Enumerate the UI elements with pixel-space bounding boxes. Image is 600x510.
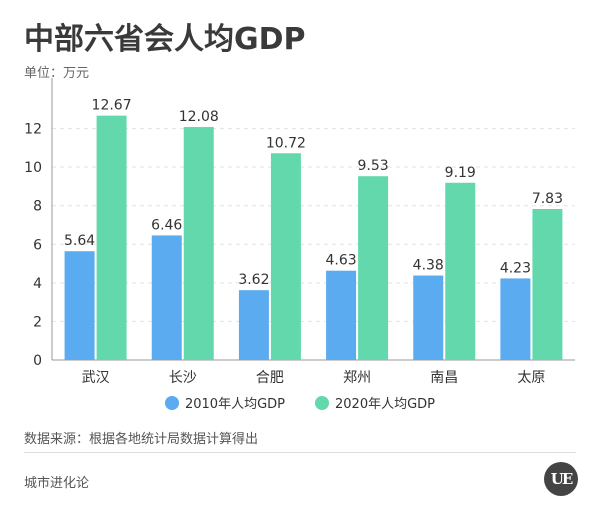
x-tick-label: 太原 [517, 370, 545, 386]
bar-value-label: 12.08 [179, 109, 219, 125]
bar-2010 [326, 270, 357, 360]
bar-value-label: 3.62 [238, 272, 269, 288]
bar-chart: 0 2 4 6 8 10 12 5.64 12.67 武汉 6.46 12.08 长沙 3.62 10.72… [24, 78, 575, 386]
bar-2020 [183, 127, 214, 361]
bar-value-label: 4.38 [413, 258, 444, 274]
bar-value-label: 7.83 [532, 191, 563, 207]
footer-divider [24, 452, 576, 453]
legend-label-2010: 2010年人均GDP [184, 397, 285, 412]
bar-2020 [358, 176, 389, 360]
legend: 2010年人均GDP 2020年人均GDP [0, 393, 600, 412]
legend-swatch-2010 [164, 395, 179, 410]
y-tick-label: 4 [33, 276, 42, 292]
bar-value-label: 4.23 [500, 260, 531, 276]
legend-item-2020: 2020年人均GDP [315, 393, 435, 412]
bar-2020 [532, 208, 563, 360]
bar-2010 [64, 251, 95, 360]
y-tick-label: 2 [33, 314, 42, 330]
legend-label-2020: 2020年人均GDP [335, 397, 436, 412]
bar-value-label: 5.64 [64, 233, 95, 249]
bar-value-label: 6.46 [151, 217, 182, 233]
bar-2010 [413, 275, 444, 360]
x-tick-label: 南昌 [430, 370, 458, 386]
y-tick-label: 12 [24, 122, 42, 138]
brand-logo: UE [544, 462, 578, 496]
x-tick-label: 长沙 [169, 370, 197, 386]
bar-value-label: 12.67 [92, 98, 132, 114]
unit-label: 单位：万元 [24, 66, 90, 81]
x-tick-label: 武汉 [82, 370, 110, 386]
bar-value-label: 4.63 [325, 253, 356, 269]
x-tick-label: 郑州 [343, 370, 371, 386]
bar-value-label: 10.72 [266, 135, 306, 151]
legend-swatch-2020 [315, 395, 329, 410]
y-tick-label: 6 [33, 237, 42, 253]
bar-2020 [445, 182, 476, 360]
x-tick-label: 合肥 [256, 370, 284, 386]
bar-value-label: 9.19 [445, 165, 476, 181]
y-tick-label: 0 [33, 353, 42, 369]
chart-title: 中部六省会人均GDP [24, 22, 306, 57]
data-source-note: 数据来源：根据各地统计局数据计算得出 [24, 432, 259, 447]
bar-2020 [270, 153, 301, 360]
bar-value-label: 9.53 [357, 158, 388, 174]
bar-2020 [96, 115, 127, 361]
legend-item-2010: 2010年人均GDP [164, 393, 285, 412]
y-tick-label: 8 [33, 199, 42, 215]
bar-2010 [151, 235, 182, 360]
y-tick-label: 10 [24, 160, 42, 176]
bar-2010 [238, 290, 269, 360]
brand-name: 城市进化论 [24, 476, 90, 491]
bar-2010 [500, 278, 531, 360]
